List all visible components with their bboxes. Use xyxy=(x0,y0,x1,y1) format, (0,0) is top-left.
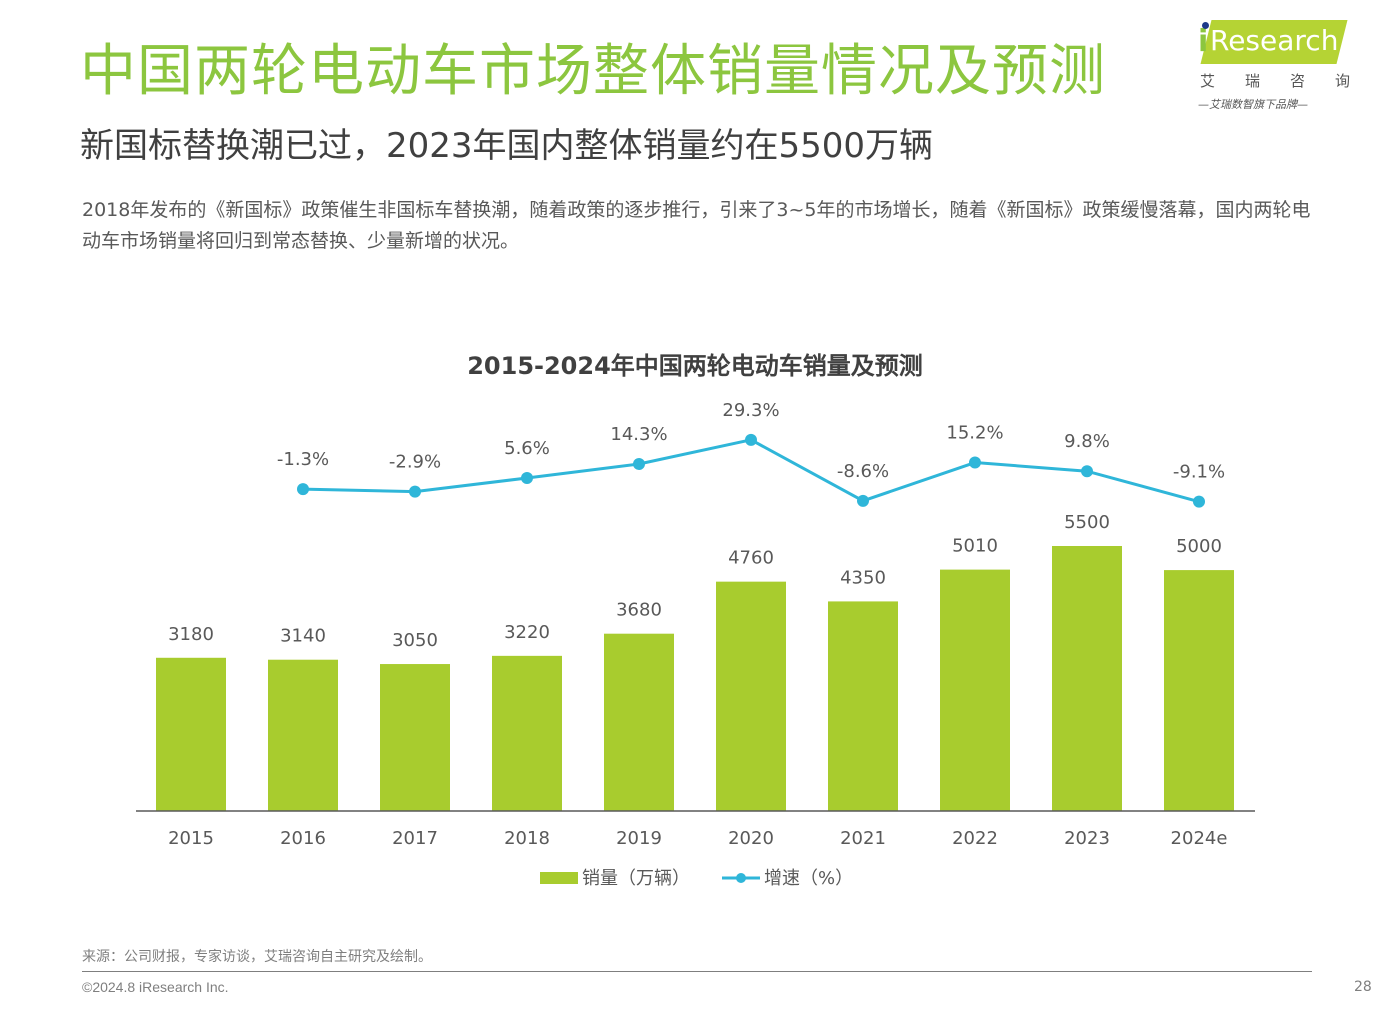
legend: 销量（万辆） 增速（%） xyxy=(540,868,853,889)
growth-point xyxy=(297,483,309,496)
growth-point xyxy=(857,494,869,507)
logo-cn-char: 瑞 xyxy=(1244,72,1260,90)
bar-label: 4350 xyxy=(840,567,886,588)
growth-label: 14.3% xyxy=(610,424,667,445)
growth-point xyxy=(633,457,645,470)
growth-label: -1.3% xyxy=(277,449,329,470)
bar-2022 xyxy=(940,569,1010,811)
x-tick-label: 2018 xyxy=(504,828,550,849)
x-tick-label: 2016 xyxy=(280,828,326,849)
x-tick-label: 2021 xyxy=(840,828,886,849)
legend-bar-swatch xyxy=(540,872,578,884)
bar-label: 3680 xyxy=(616,600,662,621)
footer-divider xyxy=(82,971,1312,972)
logo-i: i xyxy=(1198,24,1209,59)
growth-label: -8.6% xyxy=(837,461,889,482)
growth-label: -9.1% xyxy=(1173,462,1225,483)
description-text: 2018年发布的《新国标》政策催生非国标车替换潮，随着政策的逐步推行，引来了3~… xyxy=(82,199,1311,252)
x-tick-label: 2024e xyxy=(1171,828,1228,849)
copyright: ©2024.8 iResearch Inc. xyxy=(82,979,229,995)
bar-label: 5010 xyxy=(952,536,998,557)
bar-label: 4760 xyxy=(728,548,774,569)
bar-2015 xyxy=(156,657,226,811)
source-note: 来源：公司财报，专家访谈，艾瑞咨询自主研究及绘制。 xyxy=(82,949,432,965)
page-title: 中国两轮电动车市场整体销量情况及预测 xyxy=(80,39,1106,104)
x-tick-label: 2017 xyxy=(392,828,438,849)
bar-2019 xyxy=(604,633,674,811)
logo-brand-text: Research xyxy=(1210,24,1339,57)
growth-point xyxy=(409,485,421,498)
bar-2023 xyxy=(1052,546,1122,811)
bar-2018 xyxy=(492,655,562,811)
bar-label: 3180 xyxy=(168,624,214,645)
logo-dot-icon xyxy=(1202,22,1209,29)
page-number: 28 xyxy=(1354,979,1372,995)
bar-label: 3140 xyxy=(280,626,326,647)
logo-cn-char: 询 xyxy=(1334,72,1350,90)
growth-label: 5.6% xyxy=(504,438,550,459)
chart-title: 2015-2024年中国两轮电动车销量及预测 xyxy=(467,352,923,380)
bar-2021 xyxy=(828,601,898,811)
legend-bar-label: 销量（万辆） xyxy=(582,868,690,889)
iresearch-logo: i Research 艾 瑞 咨 询 —艾瑞数智旗下品牌— xyxy=(1196,14,1356,114)
x-tick-label: 2015 xyxy=(168,828,214,849)
growth-label: 9.8% xyxy=(1064,431,1110,452)
bar-2016 xyxy=(268,659,338,811)
growth-point xyxy=(521,471,533,484)
growth-point xyxy=(1081,465,1093,478)
bar-2024e xyxy=(1164,570,1234,811)
legend-line-label: 增速（%） xyxy=(764,868,853,889)
bar-label: 5500 xyxy=(1064,512,1110,533)
growth-point xyxy=(745,433,757,446)
growth-label: 15.2% xyxy=(946,423,1003,444)
logo-cn-char: 咨 xyxy=(1289,72,1305,90)
bar-2017 xyxy=(380,664,450,811)
growth-point xyxy=(969,456,981,469)
x-tick-label: 2019 xyxy=(616,828,662,849)
x-tick-label: 2020 xyxy=(728,828,774,849)
legend-line-marker xyxy=(736,873,746,883)
bar-2020 xyxy=(716,581,786,811)
logo-cn-char: 艾 xyxy=(1200,72,1216,90)
growth-label: -2.9% xyxy=(389,452,441,473)
logo-tagline: —艾瑞数智旗下品牌— xyxy=(1198,98,1308,111)
logo-cn-name: 艾 瑞 咨 询 xyxy=(1200,70,1350,91)
growth-label: 29.3% xyxy=(722,400,779,421)
page-subtitle: 新国标替换潮已过，2023年国内整体销量约在5500万辆 xyxy=(80,126,934,166)
bar-label: 3050 xyxy=(392,630,438,651)
x-tick-label: 2022 xyxy=(952,828,998,849)
bar-label: 5000 xyxy=(1176,536,1222,557)
x-tick-label: 2023 xyxy=(1064,828,1110,849)
growth-point xyxy=(1193,495,1205,508)
bar-label: 3220 xyxy=(504,622,550,643)
